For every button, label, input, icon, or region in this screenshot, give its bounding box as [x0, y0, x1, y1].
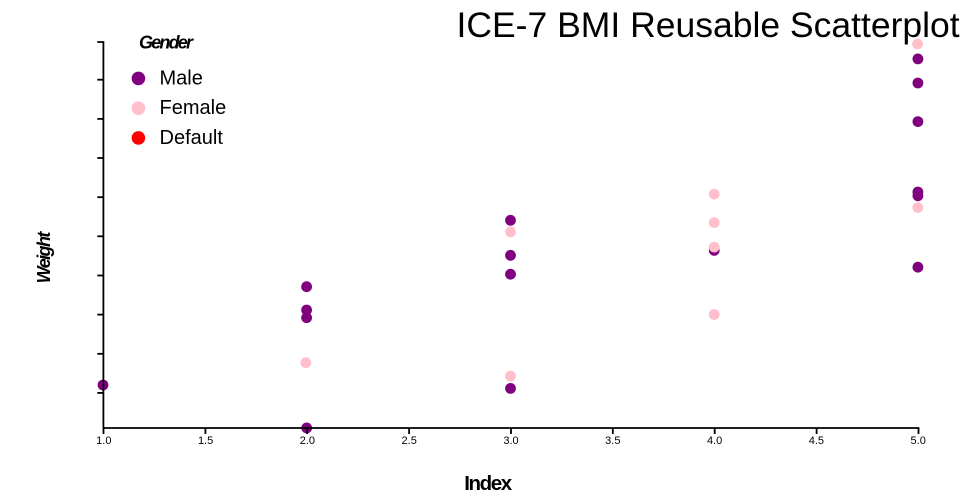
svg-text:2.0: 2.0 — [300, 435, 315, 447]
svg-text:Index: Index — [464, 472, 513, 495]
svg-text:Male: Male — [160, 68, 203, 90]
svg-text:4.5: 4.5 — [809, 435, 824, 447]
svg-text:Weight: Weight — [34, 231, 54, 284]
svg-text:Gender: Gender — [139, 32, 194, 52]
svg-text:3.0: 3.0 — [503, 435, 518, 447]
svg-text:3.5: 3.5 — [605, 435, 620, 447]
svg-text:1.5: 1.5 — [198, 435, 213, 447]
svg-text:2.5: 2.5 — [402, 435, 417, 447]
svg-text:ICE-7 BMI Reusable Scatterplot: ICE-7 BMI Reusable Scatterplot — [457, 5, 960, 45]
svg-text:4.0: 4.0 — [707, 435, 722, 447]
svg-text:Female: Female — [160, 97, 227, 119]
svg-text:Default: Default — [160, 127, 224, 149]
svg-text:1.0: 1.0 — [96, 435, 111, 447]
svg-text:5.0: 5.0 — [911, 435, 926, 447]
